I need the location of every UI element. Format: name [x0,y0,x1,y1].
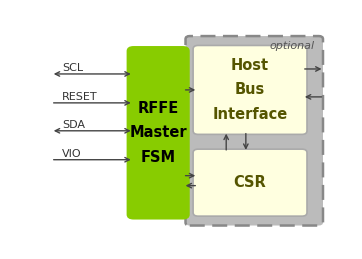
Text: SDA: SDA [62,120,85,130]
Text: RFFE
Master
FSM: RFFE Master FSM [129,101,187,165]
Text: RESET: RESET [62,92,98,102]
Text: optional: optional [269,41,315,51]
Text: SCL: SCL [62,63,83,73]
Text: Host
Bus
Interface: Host Bus Interface [212,58,288,122]
FancyBboxPatch shape [185,36,323,226]
FancyBboxPatch shape [193,149,307,216]
FancyBboxPatch shape [127,46,190,220]
FancyBboxPatch shape [193,45,307,134]
Text: VIO: VIO [62,149,82,159]
Text: CSR: CSR [234,175,266,190]
